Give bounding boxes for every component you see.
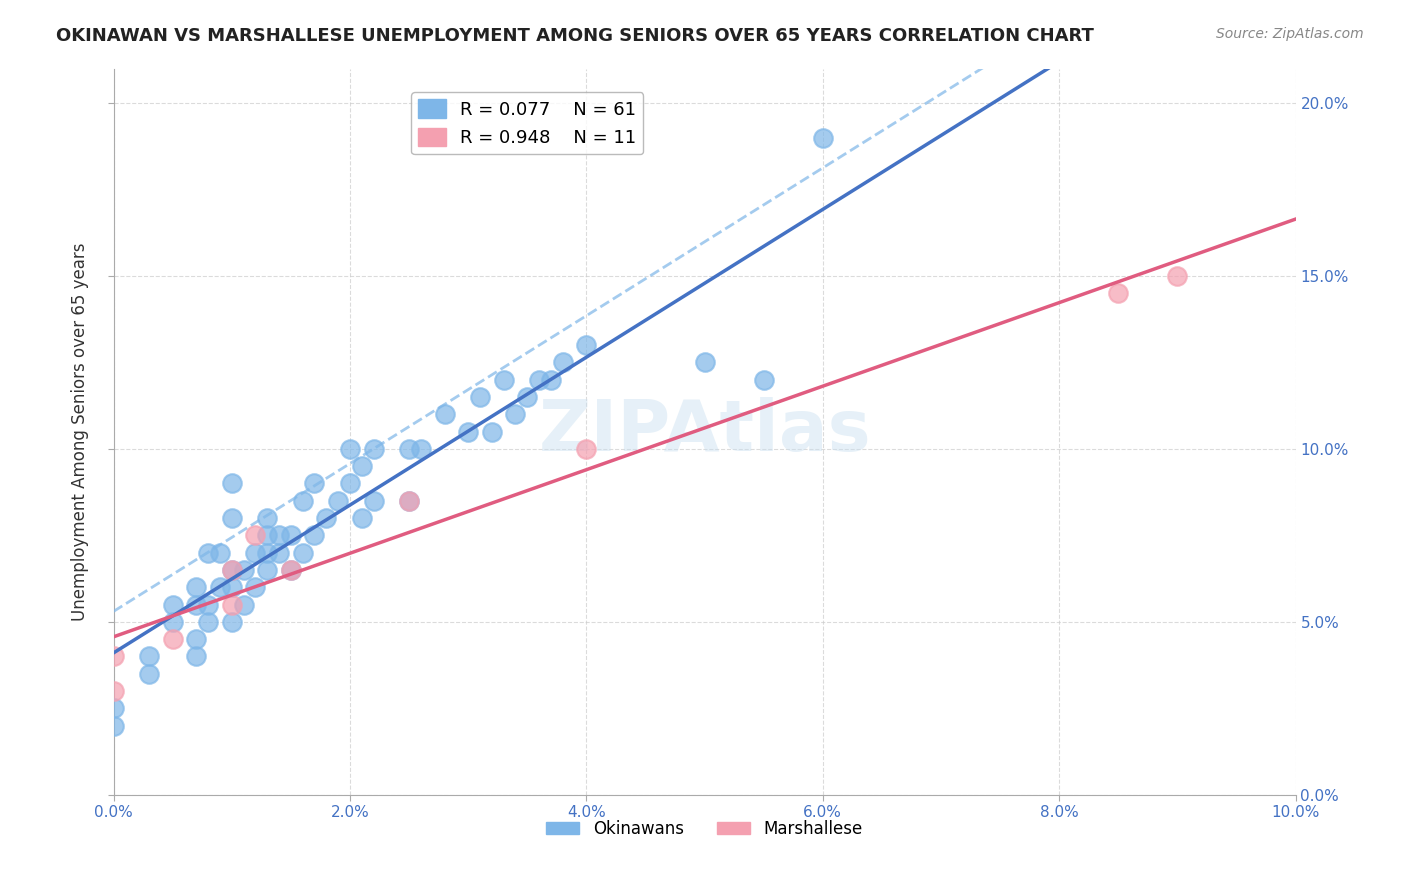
Point [326, 493, 349, 508]
Point [162, 598, 184, 612]
Point [304, 528, 326, 542]
Point [186, 598, 208, 612]
Point [221, 476, 243, 491]
Point [162, 632, 184, 646]
Point [256, 563, 278, 577]
Point [398, 493, 420, 508]
Point [186, 649, 208, 664]
Point [162, 615, 184, 629]
Point [256, 528, 278, 542]
Point [363, 442, 385, 456]
Point [350, 459, 373, 474]
Point [304, 476, 326, 491]
Point [103, 718, 125, 732]
Point [468, 390, 491, 404]
Text: ZIPAtlas: ZIPAtlas [538, 397, 870, 467]
Point [197, 615, 219, 629]
Point [208, 580, 231, 594]
Point [221, 598, 243, 612]
Point [492, 373, 515, 387]
Point [245, 546, 267, 560]
Point [575, 442, 598, 456]
Point [103, 649, 125, 664]
Legend: Okinawans, Marshallese: Okinawans, Marshallese [540, 814, 870, 845]
Point [221, 580, 243, 594]
Point [138, 666, 160, 681]
Point [221, 615, 243, 629]
Point [505, 407, 527, 421]
Point [103, 701, 125, 715]
Point [245, 580, 267, 594]
Point [186, 580, 208, 594]
Point [186, 632, 208, 646]
Point [232, 563, 254, 577]
Point [457, 425, 479, 439]
Text: OKINAWAN VS MARSHALLESE UNEMPLOYMENT AMONG SENIORS OVER 65 YEARS CORRELATION CHA: OKINAWAN VS MARSHALLESE UNEMPLOYMENT AMO… [56, 27, 1094, 45]
Point [138, 649, 160, 664]
Point [280, 563, 302, 577]
Point [256, 546, 278, 560]
Point [267, 528, 290, 542]
Point [433, 407, 456, 421]
Point [481, 425, 503, 439]
Point [398, 442, 420, 456]
Point [221, 563, 243, 577]
Point [350, 511, 373, 525]
Point [221, 511, 243, 525]
Point [409, 442, 432, 456]
Point [540, 373, 562, 387]
Point [197, 598, 219, 612]
Point [811, 130, 834, 145]
Point [197, 546, 219, 560]
Point [103, 684, 125, 698]
Point [280, 528, 302, 542]
Point [693, 355, 716, 369]
Point [1166, 268, 1188, 283]
Point [256, 511, 278, 525]
Point [280, 563, 302, 577]
Point [1107, 286, 1129, 301]
Point [575, 338, 598, 352]
Point [339, 476, 361, 491]
Point [291, 546, 314, 560]
Point [527, 373, 550, 387]
Point [551, 355, 574, 369]
Y-axis label: Unemployment Among Seniors over 65 years: Unemployment Among Seniors over 65 years [72, 243, 89, 621]
Point [398, 493, 420, 508]
Point [516, 390, 538, 404]
Point [339, 442, 361, 456]
Text: Source: ZipAtlas.com: Source: ZipAtlas.com [1216, 27, 1364, 41]
Point [208, 546, 231, 560]
Point [315, 511, 337, 525]
Point [291, 493, 314, 508]
Point [245, 528, 267, 542]
Point [267, 546, 290, 560]
Point [221, 563, 243, 577]
Point [363, 493, 385, 508]
Point [232, 598, 254, 612]
Point [752, 373, 775, 387]
